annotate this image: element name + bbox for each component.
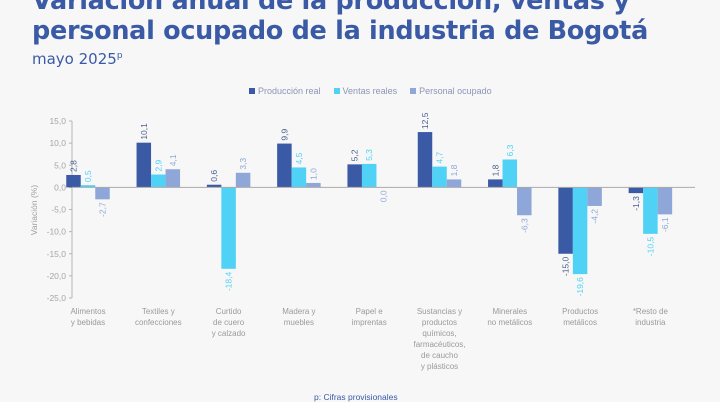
y-tick-label: -15,0	[47, 249, 67, 259]
bar	[80, 185, 96, 188]
bar	[657, 187, 673, 215]
bar	[151, 174, 166, 188]
category-label: Minerales no metálicos	[487, 307, 533, 327]
legend-swatch-ventas	[333, 88, 340, 94]
bar	[347, 164, 362, 188]
category-label: Productos metálicos	[562, 307, 599, 327]
bar	[306, 182, 321, 188]
value-label: -4,2	[590, 209, 600, 224]
subtitle-sup: p	[116, 51, 123, 61]
value-label: -2,7	[98, 202, 108, 217]
legend-label-personal: Personal ocupado	[419, 86, 492, 96]
category-label: Papel e imprentas	[351, 307, 387, 327]
y-tick-label: 10,0	[49, 138, 66, 148]
value-label: -18,4	[224, 272, 234, 292]
y-tick-label: -20,0	[47, 271, 67, 281]
footnote: p: Cifras provisionales	[314, 392, 398, 402]
value-label: 6,3	[505, 144, 515, 156]
bar	[291, 167, 307, 188]
value-label: -6,3	[519, 218, 529, 233]
value-label: 0,0	[379, 190, 389, 202]
value-label: -15,0	[561, 256, 571, 276]
subtitle-text: mayo 2025	[32, 50, 117, 68]
category-label: Curtido de cuero y calzado	[211, 307, 246, 338]
value-label: 12,5	[420, 112, 430, 129]
y-tick-label: 5,0	[54, 160, 66, 170]
bar	[165, 169, 181, 188]
value-label: 10,1	[139, 123, 149, 140]
bar	[488, 179, 503, 188]
category-label: Madera y muebles	[282, 307, 316, 327]
value-label: 1,0	[308, 168, 318, 180]
legend-item-personal: Personal ocupado	[410, 86, 492, 96]
bars	[66, 132, 673, 275]
value-label: 0,5	[83, 170, 93, 182]
y-tick-label: -25,0	[47, 293, 67, 303]
value-label: 4,7	[435, 151, 445, 163]
bar	[66, 174, 81, 188]
bar	[221, 187, 236, 269]
bar	[277, 143, 292, 188]
bar	[587, 187, 602, 206]
bar	[136, 142, 152, 188]
y-axis: 15,0 10,0 5,0 0,0 -5,0 -10,0 -15,0 -20,0 -25,0	[47, 116, 73, 303]
category-label: Alimentos y bebidas	[70, 307, 106, 327]
bar	[417, 132, 433, 188]
value-label: 2,8	[69, 160, 79, 172]
value-labels: 2,8 0,5 -2,7 10,1 2,9 4,1 0,6 -18,4 3,3 9,9 4,5 1,0…	[69, 112, 670, 296]
value-label: 3,3	[238, 158, 248, 170]
category-label: Textiles y confecciones	[134, 307, 182, 327]
bar	[572, 187, 588, 275]
bar	[361, 163, 377, 188]
value-label: 4,1	[168, 154, 178, 166]
bar	[235, 172, 251, 188]
y-tick-label: -10,0	[47, 227, 67, 237]
bar	[517, 187, 532, 216]
bar	[432, 166, 447, 188]
bar	[95, 187, 110, 200]
y-axis-label: Variación (%)	[29, 185, 39, 236]
legend: Producción real Ventas reales Personal o…	[249, 86, 505, 96]
bar	[502, 159, 518, 188]
bar	[558, 187, 573, 254]
value-label: 4,5	[294, 152, 304, 164]
legend-item-ventas: Ventas reales	[333, 86, 398, 96]
chart-title: Variación anual de la producción, ventas…	[32, 0, 648, 46]
value-label: -6,1	[660, 217, 670, 232]
legend-item-produccion: Producción real	[249, 86, 321, 96]
chart-subtitle: mayo 2025p	[32, 50, 123, 68]
legend-label-ventas: Ventas reales	[342, 86, 398, 96]
bar	[628, 187, 644, 194]
value-label: 5,3	[364, 149, 374, 161]
y-tick-label: 15,0	[49, 116, 66, 126]
value-label: 9,9	[279, 128, 289, 140]
value-label: -19,6	[575, 277, 585, 297]
value-label: 1,8	[490, 164, 500, 176]
category-label: *Resto de industria	[632, 307, 668, 327]
category-label: Sustancias y productos químicos, farmacé…	[413, 307, 466, 371]
value-label: 5,2	[350, 149, 360, 161]
value-label: 2,9	[153, 159, 163, 171]
bar	[643, 187, 658, 234]
y-tick-label: -5,0	[51, 205, 66, 215]
bar	[206, 184, 222, 188]
value-label: -1,3	[631, 196, 641, 211]
legend-swatch-personal	[410, 88, 417, 94]
value-label: 0,6	[209, 170, 219, 182]
value-label: 1,8	[449, 164, 459, 176]
bar	[446, 179, 462, 188]
y-tick-label: 0,0	[54, 182, 66, 192]
legend-label-produccion: Producción real	[258, 86, 321, 96]
value-label: -10,5	[645, 237, 655, 257]
legend-swatch-produccion	[249, 88, 255, 94]
